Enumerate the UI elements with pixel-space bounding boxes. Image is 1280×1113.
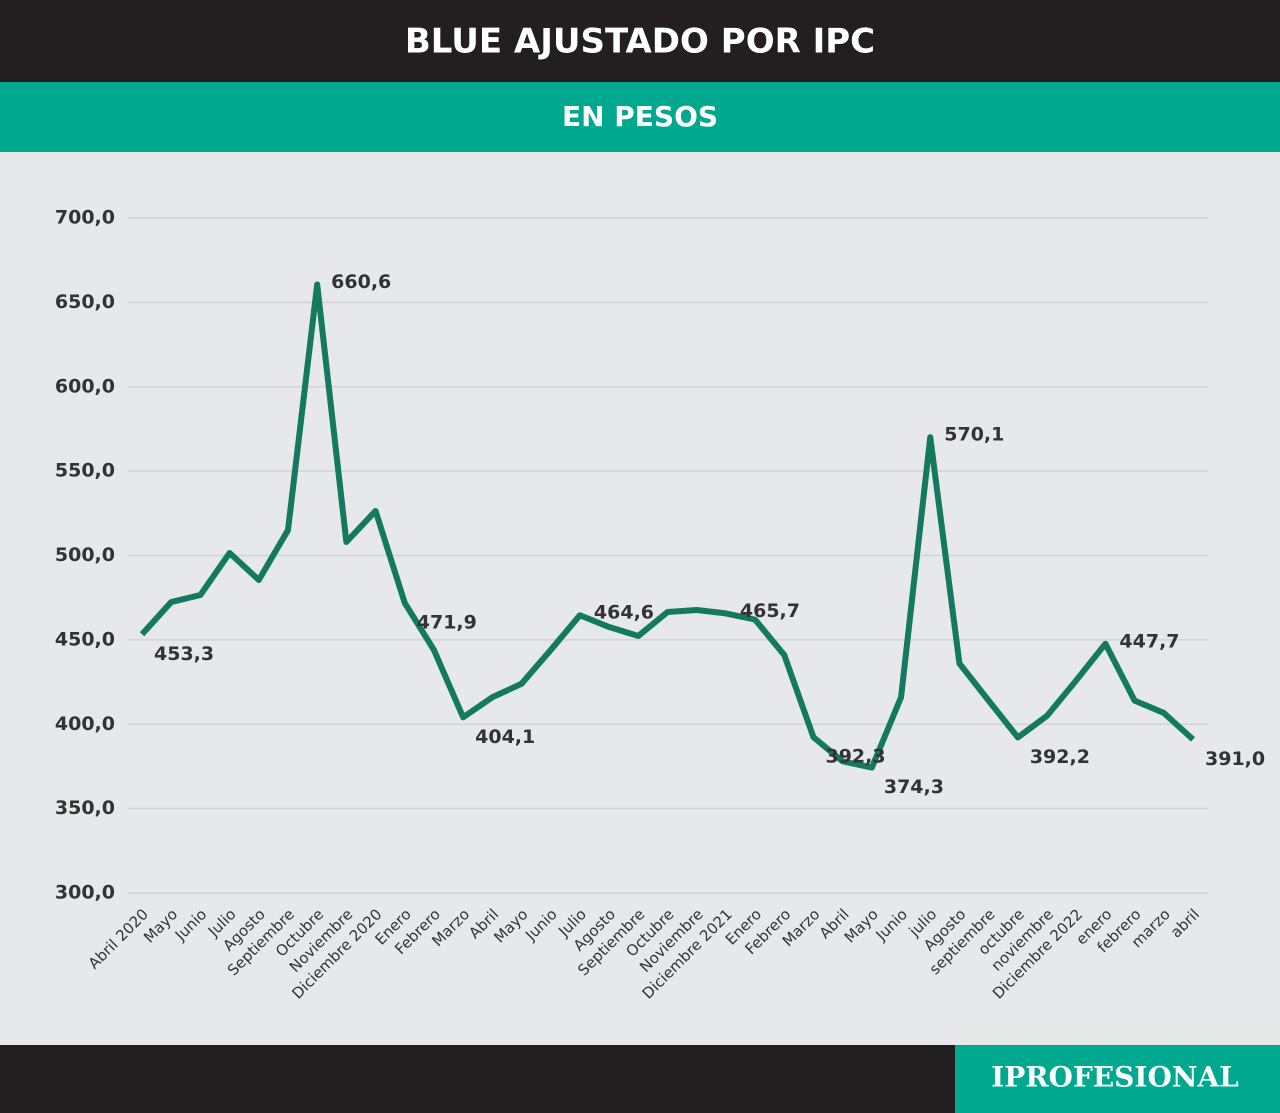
y-tick-label: 650,0 (55, 291, 115, 313)
y-tick-label: 550,0 (55, 460, 115, 482)
value-label: 453,3 (154, 643, 214, 665)
value-label: 392,3 (825, 746, 885, 768)
y-tick-label: 350,0 (55, 797, 115, 819)
plot-background (0, 152, 1280, 1045)
y-tick-label: 300,0 (55, 882, 115, 904)
value-label: 391,0 (1205, 748, 1265, 770)
chart-title: BLUE AJUSTADO POR IPC (405, 22, 875, 62)
value-label: 404,1 (475, 726, 535, 748)
y-tick-label: 700,0 (55, 207, 115, 229)
brand: IPROFESIONAL (991, 1061, 1239, 1094)
chart-subtitle: EN PESOS (562, 100, 718, 133)
header-bar (0, 0, 1280, 82)
y-tick-label: 400,0 (55, 713, 115, 735)
y-tick-label: 500,0 (55, 544, 115, 566)
value-label: 374,3 (884, 776, 944, 798)
subtitle-bar (0, 82, 1280, 152)
value-label: 660,6 (331, 271, 391, 293)
value-label: 471,9 (417, 611, 477, 633)
value-label: 465,7 (740, 600, 800, 622)
brand-box (955, 1045, 1280, 1113)
y-tick-label: 600,0 (55, 375, 115, 397)
line (139, 281, 1196, 771)
value-label: 447,7 (1119, 630, 1179, 652)
value-label: 464,6 (594, 602, 654, 624)
value-label: 392,2 (1030, 746, 1090, 768)
value-label: 570,1 (944, 424, 1004, 446)
y-tick-label: 450,0 (55, 628, 115, 650)
